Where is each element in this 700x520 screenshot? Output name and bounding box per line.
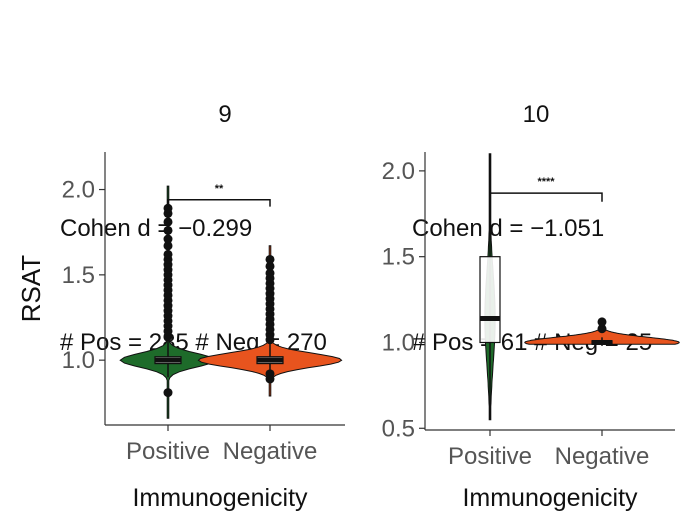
x-tick-label: Negative [555,443,650,470]
significance-bracket [167,199,271,207]
y-tick-label: 2.0 [62,177,95,204]
outlier-point [265,369,275,379]
outlier-point [265,254,275,264]
y-tick-label: 1.0 [62,347,95,374]
outlier-point [163,234,173,244]
outlier-point [597,324,607,334]
outlier-point [265,268,275,278]
outlier-point [163,225,173,235]
outlier-point [265,261,275,271]
x-axis-label: Immunogenicity [132,484,308,512]
outlier-point [597,317,607,327]
panel-header-9: 9 Cohen d = −0.299 # Pos = 285 # Neg = 2… [60,20,390,400]
chart-panel-9: 1.0 1.5 2.0 Positive Negative Immunogenicity R… [16,152,345,512]
y-tick-label: 1.5 [62,262,95,289]
panel-subtitle-cohen: Cohen d = −1.051 [412,215,605,242]
outlier-point [163,217,173,227]
outlier-point [163,203,173,213]
x-tick-label: Positive [448,443,532,470]
x-axis-label: Immunogenicity [462,484,638,512]
y-tick-label: 1.0 [382,329,415,356]
outlier-point [163,241,173,251]
y-tick-label: 1.5 [382,244,415,271]
y-axis-label: RSAT [16,255,46,323]
panel-title: 10 [522,101,550,128]
significance-label: **** [537,176,555,188]
chart-panel-10: 0.5 1.0 1.5 2.0 Positive Negative Immunogenici… [382,152,680,512]
x-tick-label: Positive [126,438,210,465]
y-tick-label: 2.0 [382,158,415,185]
panel-title: 9 [218,101,232,128]
y-tick-label: 0.5 [382,415,415,442]
panel-subtitle-counts: # Pos = 285 # Neg = 270 [60,329,327,356]
significance-label: ** [215,183,224,195]
outlier-point [163,249,173,259]
panel-subtitle-cohen: Cohen d = −0.299 [60,215,253,242]
significance-bracket [489,192,603,202]
box-iqr [479,256,501,344]
outlier-point [163,388,173,398]
x-tick-label: Negative [223,438,318,465]
